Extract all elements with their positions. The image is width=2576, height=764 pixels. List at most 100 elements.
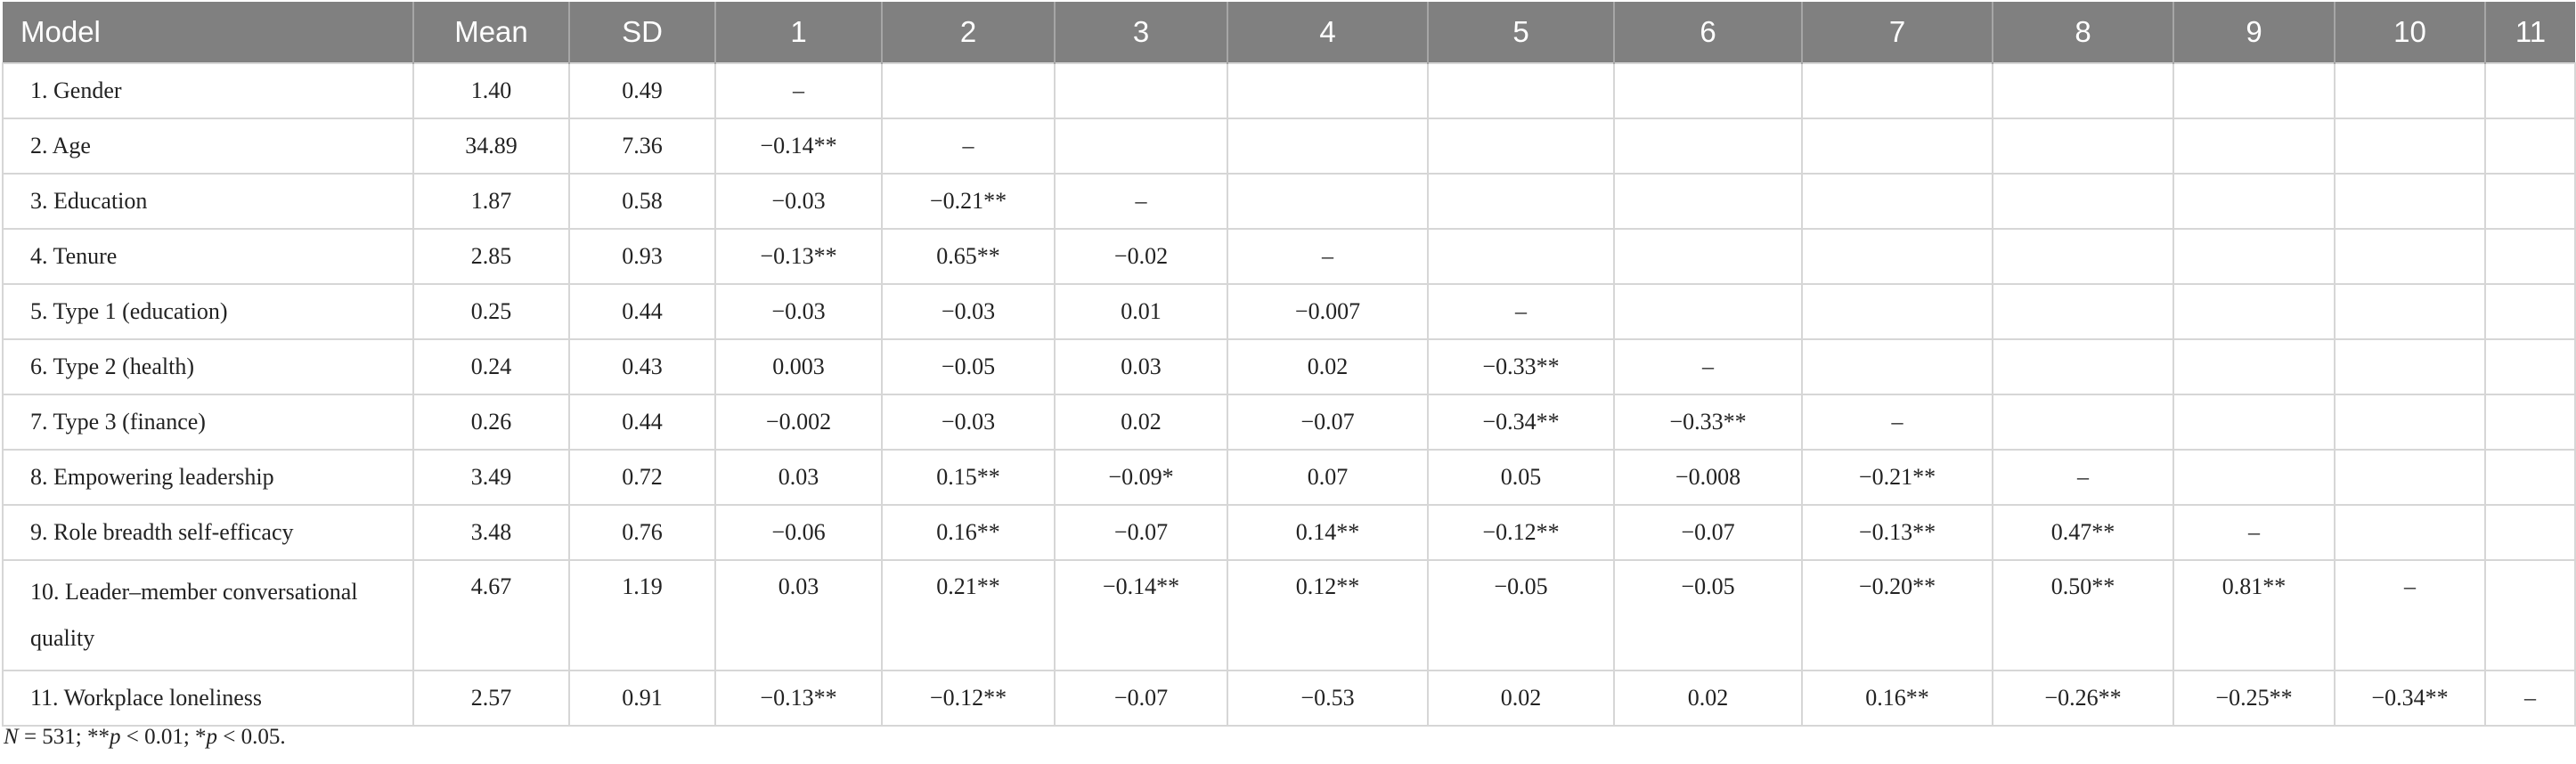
correlation-cell	[2172, 228, 2336, 285]
sd-cell: 0.76	[568, 504, 716, 561]
correlation-cell	[2334, 62, 2486, 119]
footnote-p1-symbol: p	[109, 725, 121, 749]
correlation-cell: –	[714, 62, 883, 119]
correlation-cell: –	[2172, 504, 2336, 561]
correlation-cell: −0.33**	[1613, 394, 1803, 451]
table-row: 5. Type 1 (education) 0.25 0.44 −0.03 −0.03 0…	[2, 283, 2576, 340]
correlation-cell	[2484, 62, 2576, 119]
sd-cell: 0.58	[568, 173, 716, 230]
correlation-cell	[1054, 62, 1228, 119]
correlation-cell	[1227, 173, 1429, 230]
correlation-cell	[2484, 283, 2576, 340]
correlation-cell: −0.14**	[1054, 559, 1228, 671]
correlation-cell: 0.65**	[881, 228, 1056, 285]
table-header-row: Model Mean SD 1 2 3 4 5 6 7 8 9 10 11	[3, 2, 2575, 63]
correlation-cell: 0.50**	[1992, 559, 2174, 671]
table-row: 10. Leader–member conversational quality…	[2, 559, 2576, 671]
correlation-cell	[2484, 504, 2576, 561]
correlation-cell: 0.01	[1054, 283, 1228, 340]
correlation-cell: −0.13**	[1801, 504, 1993, 561]
header-var-7: 7	[1802, 2, 1993, 63]
correlation-cell: −0.53	[1227, 670, 1429, 727]
correlation-cell: –	[2334, 559, 2486, 671]
sd-cell: 0.44	[568, 283, 716, 340]
mean-cell: 0.24	[412, 338, 570, 395]
correlation-cell	[1992, 228, 2174, 285]
correlation-cell	[1801, 228, 1993, 285]
correlation-cell: −0.33**	[1427, 338, 1615, 395]
correlation-cell: −0.21**	[881, 173, 1056, 230]
correlation-cell	[2484, 173, 2576, 230]
footnote-n-text: = 531; **	[18, 725, 110, 749]
correlation-cell	[2172, 338, 2336, 395]
header-var-4: 4	[1227, 2, 1429, 63]
correlation-cell: −0.07	[1054, 670, 1228, 727]
correlation-cell	[1613, 228, 1803, 285]
header-mean: Mean	[413, 2, 570, 63]
table-footnote: N = 531; **p < 0.01; *p < 0.05.	[4, 725, 286, 750]
mean-cell: 1.87	[412, 173, 570, 230]
correlation-cell	[2334, 394, 2486, 451]
correlation-cell	[2484, 449, 2576, 506]
correlation-cell: −0.03	[714, 283, 883, 340]
correlation-cell: −0.008	[1613, 449, 1803, 506]
correlation-cell: –	[1227, 228, 1429, 285]
sd-cell: 0.44	[568, 394, 716, 451]
correlation-cell: 0.03	[714, 449, 883, 506]
correlation-cell: −0.34**	[2334, 670, 2486, 727]
row-label: 3. Education	[2, 173, 414, 230]
correlation-cell: 0.12**	[1227, 559, 1429, 671]
correlation-cell	[1613, 173, 1803, 230]
correlation-cell: −0.05	[1427, 559, 1615, 671]
correlation-cell: −0.02	[1054, 228, 1228, 285]
correlation-cell: −0.002	[714, 394, 883, 451]
header-var-8: 8	[1993, 2, 2174, 63]
correlation-cell: −0.26**	[1992, 670, 2174, 727]
correlation-cell: −0.07	[1227, 394, 1429, 451]
sd-cell: 0.43	[568, 338, 716, 395]
footnote-p1-text: < 0.01; *	[120, 725, 207, 749]
mean-cell: 3.49	[412, 449, 570, 506]
table-row: 8. Empowering leadership 3.49 0.72 0.03 0.15…	[2, 449, 2576, 506]
correlation-cell: 0.16**	[1801, 670, 1993, 727]
row-label: 8. Empowering leadership	[2, 449, 414, 506]
row-label: 4. Tenure	[2, 228, 414, 285]
correlation-cell: −0.34**	[1427, 394, 1615, 451]
correlation-cell	[1613, 62, 1803, 119]
table-row: 2. Age 34.89 7.36 −0.14** –	[2, 118, 2576, 175]
correlation-cell	[1992, 283, 2174, 340]
sd-cell: 0.93	[568, 228, 716, 285]
mean-cell: 2.57	[412, 670, 570, 727]
table-row: 11. Workplace loneliness 2.57 0.91 −0.13** −…	[2, 670, 2576, 727]
correlation-cell	[1054, 118, 1228, 175]
correlation-cell	[2334, 338, 2486, 395]
correlation-cell: –	[1054, 173, 1228, 230]
correlation-cell	[1427, 118, 1615, 175]
correlation-cell: −0.03	[881, 394, 1056, 451]
correlation-cell: 0.03	[1054, 338, 1228, 395]
correlation-cell	[2172, 283, 2336, 340]
correlation-cell	[1427, 62, 1615, 119]
footnote-p2-text: < 0.05.	[217, 725, 286, 749]
correlation-cell: −0.25**	[2172, 670, 2336, 727]
correlation-cell	[2172, 449, 2336, 506]
header-var-9: 9	[2173, 2, 2336, 63]
correlation-cell: –	[881, 118, 1056, 175]
row-label: 11. Workplace loneliness	[2, 670, 414, 727]
correlation-cell	[1992, 394, 2174, 451]
table-row: 9. Role breadth self-efficacy 3.48 0.76 −0.…	[2, 504, 2576, 561]
correlation-cell: −0.13**	[714, 670, 883, 727]
correlation-cell: 0.02	[1227, 338, 1429, 395]
correlation-cell: −0.14**	[714, 118, 883, 175]
table-row: 3. Education 1.87 0.58 −0.03 −0.21** –	[2, 173, 2576, 230]
header-var-6: 6	[1614, 2, 1803, 63]
correlation-cell: –	[1613, 338, 1803, 395]
correlation-cell	[1801, 338, 1993, 395]
sd-cell: 7.36	[568, 118, 716, 175]
correlation-cell: 0.003	[714, 338, 883, 395]
correlation-cell	[1427, 173, 1615, 230]
header-var-2: 2	[882, 2, 1056, 63]
correlation-cell	[2484, 394, 2576, 451]
correlation-cell: −0.20**	[1801, 559, 1993, 671]
correlation-cell: −0.07	[1613, 504, 1803, 561]
